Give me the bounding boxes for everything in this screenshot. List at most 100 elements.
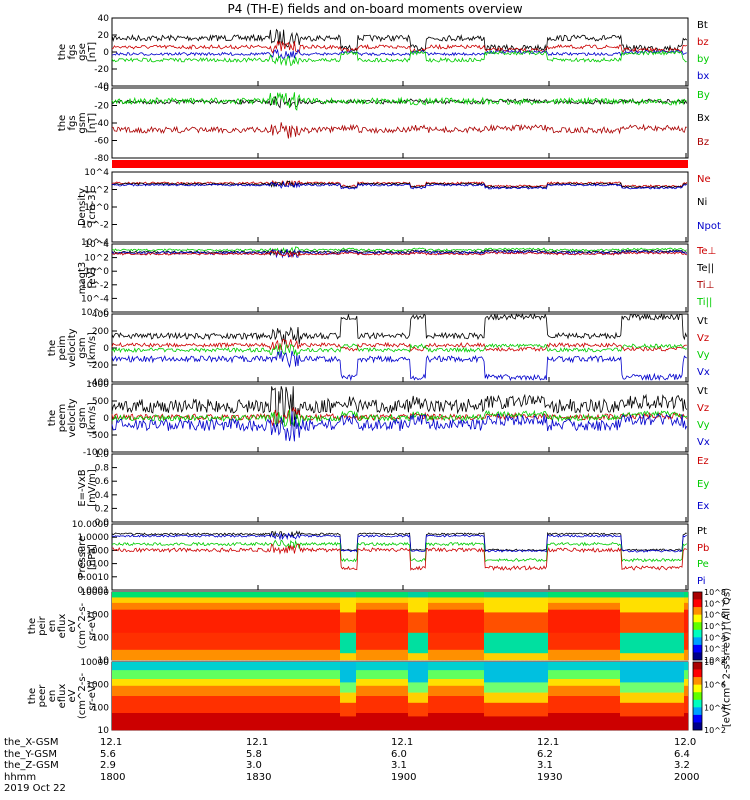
peer-cell <box>268 685 273 697</box>
peir-cell <box>204 649 209 661</box>
peer-cell <box>512 682 517 693</box>
peer-cell <box>328 696 333 714</box>
peer-cell <box>524 702 529 717</box>
peer-cell <box>592 679 597 687</box>
peir-cell <box>296 649 301 661</box>
peer-cell <box>228 679 233 687</box>
peer-cell <box>472 713 477 731</box>
peir-cell <box>496 653 501 661</box>
peer-cell <box>376 685 381 697</box>
ylabel-line: [km/s] <box>87 402 98 434</box>
peir-cell <box>176 609 181 634</box>
peer-cell <box>212 713 217 731</box>
peir-cell <box>176 602 181 610</box>
peir-cell <box>364 632 369 651</box>
peir-cell <box>404 632 409 651</box>
peer-cell <box>604 696 609 714</box>
peer-cell <box>336 685 341 697</box>
peer-cell <box>408 716 413 731</box>
peer-cell <box>548 662 553 671</box>
peer-cell <box>460 679 465 687</box>
peer-cell <box>604 670 609 680</box>
fgs-gse-series-bx <box>111 48 687 59</box>
peer-cell <box>132 670 137 680</box>
peir-cell <box>304 649 309 661</box>
peir-cell <box>228 632 233 651</box>
peer-cell <box>116 685 121 697</box>
temperature-tick-label: 10^-4 <box>81 294 109 304</box>
peir-cell <box>428 592 433 598</box>
peer-cell <box>664 716 669 731</box>
peir-cell <box>412 612 417 634</box>
peir-cell <box>460 592 465 598</box>
peer-cell <box>588 685 593 697</box>
footer-date: 2019 Oct 22 <box>4 783 66 794</box>
peer-cell <box>136 696 141 714</box>
peir-cell <box>204 592 209 598</box>
peir-cell <box>512 592 517 598</box>
peer-cell <box>332 670 337 680</box>
peir-cell <box>252 649 257 661</box>
peir-cell <box>444 592 449 598</box>
peer-cell <box>556 713 561 731</box>
peer-cell <box>476 662 481 671</box>
peir-cell <box>212 632 217 651</box>
peir-cell <box>680 653 685 661</box>
peir-cell <box>320 602 325 610</box>
peer-cell <box>260 696 265 714</box>
density-legend-0: Ne <box>697 174 711 185</box>
peir-cell <box>664 592 669 598</box>
peer-cell <box>396 685 401 697</box>
efield-tick-label: 0.4 <box>95 491 110 501</box>
peer-cell <box>312 679 317 687</box>
peer-cell <box>248 685 253 697</box>
peer-cell <box>180 696 185 714</box>
peir-cell <box>120 592 125 598</box>
fgs-gse-frame <box>111 17 689 87</box>
peer-cell <box>212 662 217 671</box>
peer-cell <box>492 662 497 683</box>
peir-cell <box>620 612 625 634</box>
peir-cell <box>380 632 385 651</box>
peer-cell <box>468 685 473 697</box>
peer-cell <box>288 696 293 714</box>
peir-cell <box>212 649 217 661</box>
peer-spectrogram-tick-label: 10 <box>98 726 110 736</box>
density-series-Npot <box>111 180 688 190</box>
peer-cell <box>612 696 617 714</box>
peer-cell <box>124 662 129 671</box>
peir-cell <box>128 597 133 604</box>
peer-cell <box>648 682 653 693</box>
peer-cell <box>276 685 281 697</box>
peer-cell <box>180 679 185 687</box>
peir-cell <box>556 597 561 604</box>
peer-cell <box>600 696 605 714</box>
peer-cell <box>260 662 265 671</box>
peir-cell <box>544 597 549 613</box>
peir-cell <box>488 592 493 598</box>
peer-cell <box>608 679 613 687</box>
peer-cell <box>140 670 145 680</box>
peer-cell <box>116 696 121 714</box>
peir-cell <box>668 612 673 634</box>
peir-cell <box>112 649 117 661</box>
peir-colorbar-swatch <box>693 622 702 631</box>
peer-cell <box>584 662 589 671</box>
pressure-legend-3: Pi <box>697 575 706 587</box>
peir-cell <box>548 609 553 634</box>
peir-cell <box>596 592 601 598</box>
peir-cell <box>532 632 537 654</box>
peir-cell <box>132 649 137 661</box>
peir-cell <box>524 612 529 634</box>
peer-cell <box>304 662 309 671</box>
peer-cell <box>456 713 461 731</box>
peer-cell <box>564 696 569 714</box>
flag-bar <box>112 160 688 168</box>
peir-cell <box>292 649 297 661</box>
peir-cell <box>376 592 381 598</box>
peir-cell <box>576 609 581 634</box>
peir-cell <box>340 632 345 654</box>
pressure-tick-label: 10.0000 <box>72 520 109 530</box>
peir-cell <box>520 592 525 598</box>
peir-cell <box>520 612 525 634</box>
